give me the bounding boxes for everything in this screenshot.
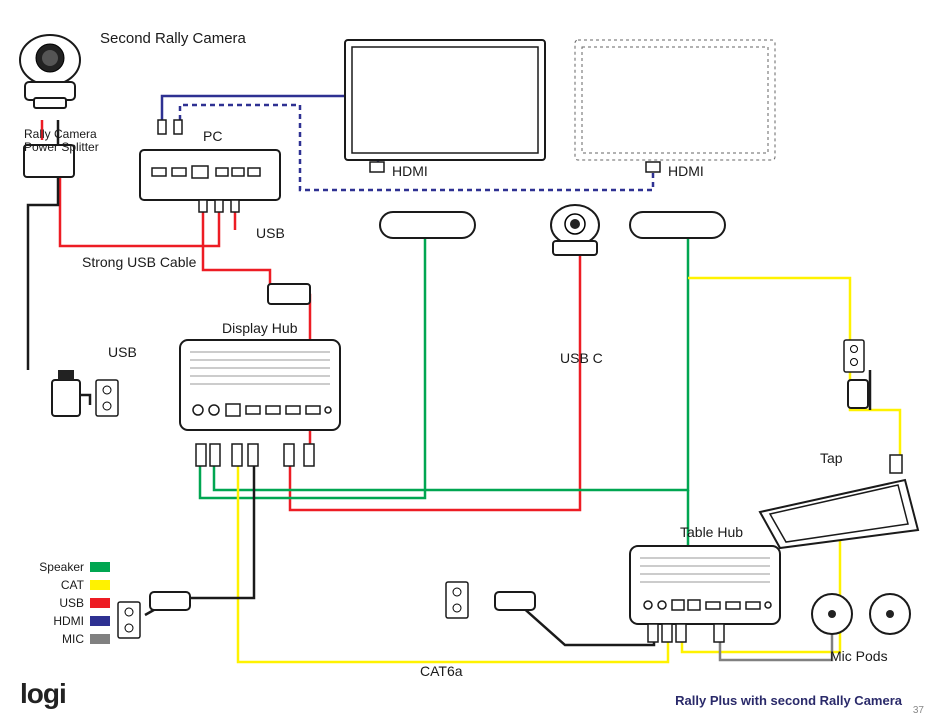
wall-outlet-2 bbox=[118, 602, 140, 638]
mic-tablehub-pods bbox=[720, 630, 832, 660]
speaker-left bbox=[380, 212, 475, 238]
label-usb: USB bbox=[256, 225, 285, 241]
power-brick-tap bbox=[848, 380, 868, 408]
power-brick-displayhub bbox=[150, 592, 190, 610]
label-usb-c: USB C bbox=[560, 350, 603, 366]
label-hdmi2: HDMI bbox=[668, 163, 704, 179]
legend-label: MIC bbox=[20, 632, 84, 646]
label-usb-side: USB bbox=[108, 344, 137, 360]
legend-swatch bbox=[90, 598, 110, 608]
tap bbox=[760, 455, 918, 548]
wall-outlet-3 bbox=[446, 582, 468, 618]
label-mic-pods: Mic Pods bbox=[830, 648, 888, 664]
legend-row-speaker: Speaker bbox=[20, 558, 110, 576]
legend-row-usb: USB bbox=[20, 594, 110, 612]
display-2 bbox=[575, 40, 775, 160]
power-brick-tablehub bbox=[495, 592, 535, 610]
hdmi-plug-1 bbox=[370, 162, 384, 172]
speaker-right bbox=[630, 212, 725, 238]
power-brick-left bbox=[52, 370, 80, 416]
rally-camera-center bbox=[551, 205, 599, 255]
wall-outlet-4 bbox=[844, 340, 864, 372]
label-strong-usb: Strong USB Cable bbox=[82, 254, 196, 270]
label-pc: PC bbox=[203, 128, 222, 144]
usb-extender bbox=[268, 284, 310, 304]
display-1 bbox=[345, 40, 545, 160]
mic-pod-1 bbox=[812, 594, 852, 634]
label-second-camera: Second Rally Camera bbox=[100, 30, 246, 47]
display-hub bbox=[180, 340, 340, 466]
legend-label: CAT bbox=[20, 578, 84, 592]
legend-swatch bbox=[90, 634, 110, 644]
legend-swatch bbox=[90, 562, 110, 572]
legend-row-cat: CAT bbox=[20, 576, 110, 594]
label-tap: Tap bbox=[820, 450, 843, 466]
second-rally-camera bbox=[20, 35, 80, 108]
legend-label: HDMI bbox=[20, 614, 84, 628]
legend: Speaker CAT USB HDMI MIC bbox=[20, 558, 110, 648]
legend-swatch bbox=[90, 580, 110, 590]
brand-logo: logi bbox=[20, 678, 66, 710]
cat-displayhub-tablehub bbox=[238, 466, 668, 662]
label-hdmi1: HDMI bbox=[392, 163, 428, 179]
label-splitter: Rally Camera Power Splitter bbox=[24, 128, 99, 154]
legend-swatch bbox=[90, 616, 110, 626]
label-table-hub: Table Hub bbox=[680, 524, 743, 540]
legend-row-hdmi: HDMI bbox=[20, 612, 110, 630]
legend-row-mic: MIC bbox=[20, 630, 110, 648]
cat-to-tap bbox=[688, 278, 900, 460]
label-display-hub: Display Hub bbox=[222, 320, 297, 336]
legend-label: USB bbox=[20, 596, 84, 610]
table-hub bbox=[630, 546, 780, 642]
page-number: 37 bbox=[913, 705, 924, 716]
mic-pod-2 bbox=[870, 594, 910, 634]
hdmi-plug-2 bbox=[646, 162, 660, 172]
legend-label: Speaker bbox=[20, 560, 84, 574]
label-cat6a: CAT6a bbox=[420, 663, 463, 679]
caption: Rally Plus with second Rally Camera bbox=[675, 693, 902, 708]
wall-outlet-1 bbox=[96, 380, 118, 416]
